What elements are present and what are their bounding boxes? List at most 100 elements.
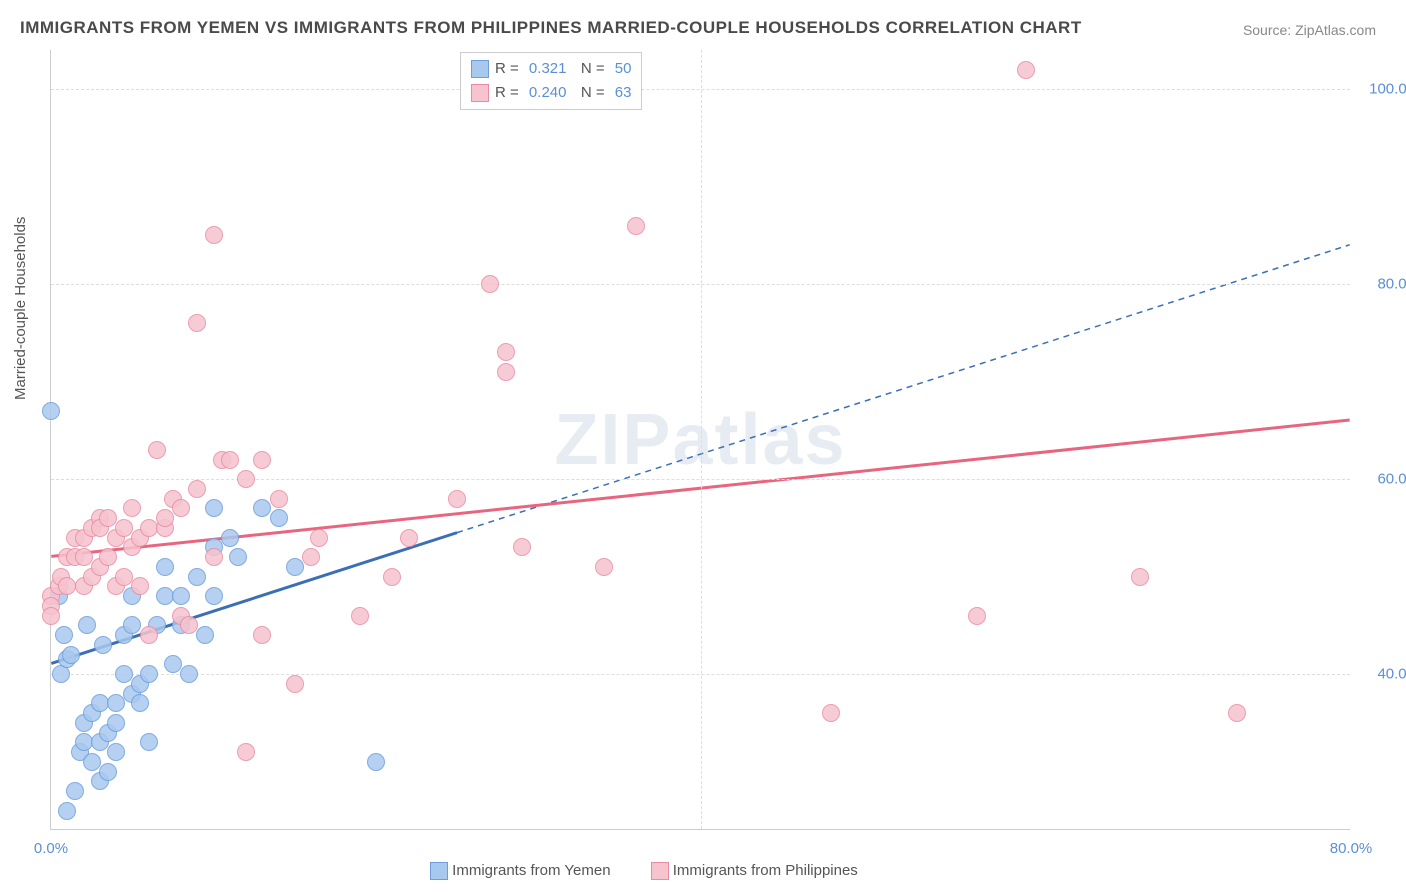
legend-r-label: R = xyxy=(495,57,519,81)
plot-area: ZIPatlas 40.0%60.0%80.0%100.0%0.0%80.0% xyxy=(50,50,1350,830)
data-point xyxy=(270,490,288,508)
data-point xyxy=(180,665,198,683)
data-point xyxy=(115,519,133,537)
xtick-label: 0.0% xyxy=(34,840,68,857)
data-point xyxy=(42,607,60,625)
data-point xyxy=(156,509,174,527)
data-point xyxy=(99,763,117,781)
data-point xyxy=(1017,61,1035,79)
data-point xyxy=(131,694,149,712)
correlation-legend: R = 0.321 N = 50R = 0.240 N = 63 xyxy=(460,52,642,110)
data-point xyxy=(156,558,174,576)
data-point xyxy=(627,217,645,235)
data-point xyxy=(205,499,223,517)
data-point xyxy=(229,548,247,566)
legend-r-value: 0.240 xyxy=(525,81,567,105)
legend-item: Immigrants from Philippines xyxy=(651,862,858,880)
data-point xyxy=(237,470,255,488)
ytick-label: 40.0% xyxy=(1360,666,1406,683)
data-point xyxy=(115,665,133,683)
data-point xyxy=(140,626,158,644)
data-point xyxy=(253,626,271,644)
data-point xyxy=(367,753,385,771)
legend-swatch xyxy=(651,862,669,880)
legend-row: R = 0.240 N = 63 xyxy=(471,81,631,105)
legend-n-label: N = xyxy=(572,57,604,81)
data-point xyxy=(822,704,840,722)
data-point xyxy=(286,558,304,576)
data-point xyxy=(115,568,133,586)
data-point xyxy=(78,616,96,634)
data-point xyxy=(188,480,206,498)
data-point xyxy=(351,607,369,625)
data-point xyxy=(75,548,93,566)
data-point xyxy=(66,782,84,800)
data-point xyxy=(83,753,101,771)
legend-n-label: N = xyxy=(572,81,604,105)
data-point xyxy=(513,538,531,556)
data-point xyxy=(253,499,271,517)
data-point xyxy=(481,275,499,293)
data-point xyxy=(205,587,223,605)
legend-label: Immigrants from Yemen xyxy=(452,862,610,879)
data-point xyxy=(400,529,418,547)
data-point xyxy=(107,694,125,712)
data-point xyxy=(180,616,198,634)
data-point xyxy=(221,451,239,469)
legend-n-value: 50 xyxy=(611,57,632,81)
data-point xyxy=(196,626,214,644)
data-point xyxy=(140,733,158,751)
data-point xyxy=(99,509,117,527)
data-point xyxy=(270,509,288,527)
legend-row: R = 0.321 N = 50 xyxy=(471,57,631,81)
data-point xyxy=(55,626,73,644)
legend-n-value: 63 xyxy=(611,81,632,105)
data-point xyxy=(968,607,986,625)
legend-label: Immigrants from Philippines xyxy=(673,862,858,879)
data-point xyxy=(302,548,320,566)
data-point xyxy=(99,548,117,566)
data-point xyxy=(172,499,190,517)
data-point xyxy=(62,646,80,664)
data-point xyxy=(140,665,158,683)
data-point xyxy=(1228,704,1246,722)
data-point xyxy=(123,616,141,634)
ytick-label: 60.0% xyxy=(1360,471,1406,488)
gridline-v xyxy=(701,50,702,829)
data-point xyxy=(310,529,328,547)
y-axis-label: Married-couple Households xyxy=(12,217,29,400)
data-point xyxy=(595,558,613,576)
data-point xyxy=(107,714,125,732)
source-attribution: Source: ZipAtlas.com xyxy=(1243,22,1376,38)
data-point xyxy=(497,343,515,361)
data-point xyxy=(205,226,223,244)
data-point xyxy=(205,548,223,566)
data-point xyxy=(107,743,125,761)
legend-swatch xyxy=(471,60,489,78)
ytick-label: 100.0% xyxy=(1360,81,1406,98)
data-point xyxy=(123,499,141,517)
data-point xyxy=(286,675,304,693)
legend-r-value: 0.321 xyxy=(525,57,567,81)
series-legend: Immigrants from Yemen Immigrants from Ph… xyxy=(430,862,858,880)
legend-swatch xyxy=(471,84,489,102)
data-point xyxy=(221,529,239,547)
legend-swatch xyxy=(430,862,448,880)
data-point xyxy=(94,636,112,654)
data-point xyxy=(188,568,206,586)
legend-r-label: R = xyxy=(495,81,519,105)
data-point xyxy=(42,402,60,420)
xtick-label: 80.0% xyxy=(1330,840,1373,857)
data-point xyxy=(448,490,466,508)
data-point xyxy=(497,363,515,381)
data-point xyxy=(164,655,182,673)
legend-item: Immigrants from Yemen xyxy=(430,862,611,880)
data-point xyxy=(383,568,401,586)
data-point xyxy=(58,802,76,820)
data-point xyxy=(148,441,166,459)
data-point xyxy=(237,743,255,761)
chart-title: IMMIGRANTS FROM YEMEN VS IMMIGRANTS FROM… xyxy=(20,18,1082,38)
data-point xyxy=(253,451,271,469)
data-point xyxy=(1131,568,1149,586)
data-point xyxy=(172,587,190,605)
